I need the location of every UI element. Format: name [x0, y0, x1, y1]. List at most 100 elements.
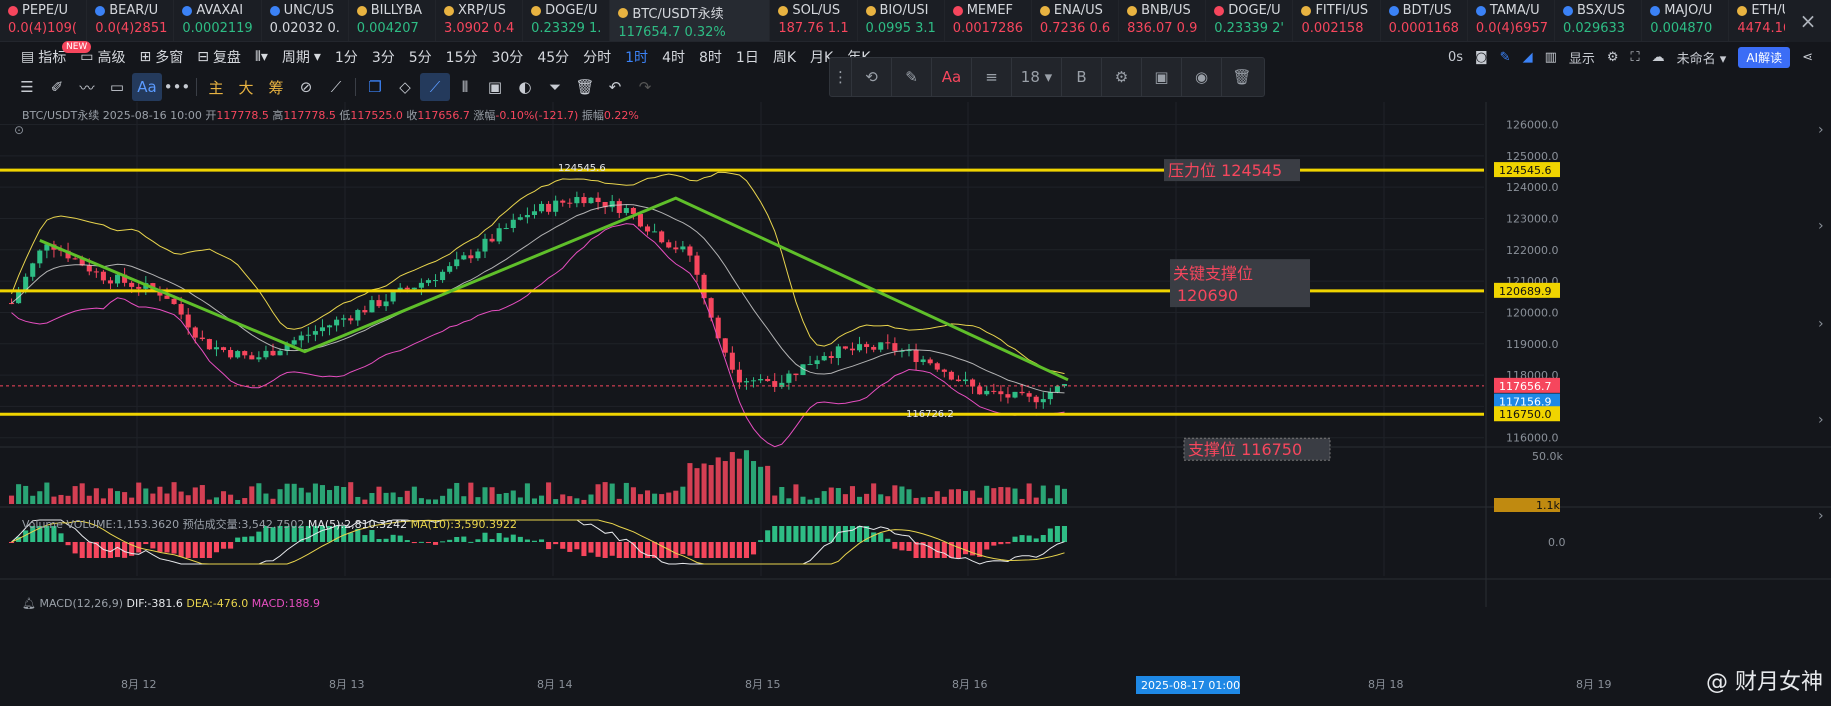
ticker-tab[interactable]: BEAR/U 0.0(4)2851 [87, 0, 175, 41]
ticker-tab[interactable]: DOGE/U 0.23339 2' [1206, 0, 1294, 41]
settings-icon[interactable]: ⚙ [1606, 49, 1619, 65]
layout-icon[interactable]: ▥ [1544, 49, 1557, 65]
menu-icon[interactable]: ☰ [20, 78, 34, 96]
indicators-button[interactable]: ▤ 指标 NEW [14, 41, 92, 72]
ticker-tab[interactable]: MAJO/U 0.004870 [1642, 0, 1730, 41]
scroll-arrow-icon: › [1818, 412, 1824, 428]
chart-type-button[interactable]: ⫴▾ [248, 42, 275, 72]
interval-11[interactable]: 周K [772, 50, 797, 66]
font-size-dropdown[interactable]: 18 ▾ [1012, 58, 1062, 96]
copy-icon[interactable]: ❐ [368, 78, 382, 96]
macd-bar [298, 526, 304, 542]
ticker-tab[interactable]: XRP/US 3.0902 0.4 [436, 0, 524, 41]
interval-7[interactable]: 1时 [618, 42, 655, 72]
price-chart[interactable]: 116000.0117000.0118000.0119000.0120000.0… [0, 102, 1831, 706]
volume-bar [680, 486, 686, 504]
main-force-button[interactable]: 主 [208, 78, 224, 97]
wave-icon[interactable]: 〰 [79, 78, 95, 97]
redo-icon[interactable]: ↷ [638, 78, 652, 96]
interval-10[interactable]: 1日 [735, 50, 759, 66]
more-icon[interactable]: ••• [163, 78, 191, 96]
ticker-tab[interactable]: AVAXAI 0.0002119 [174, 0, 262, 41]
volume-bar [1054, 485, 1060, 504]
template-icon[interactable]: ⟲ [852, 58, 892, 96]
lock-icon[interactable]: ▣ [487, 78, 503, 96]
text-color-icon[interactable]: Aa [932, 58, 972, 96]
period-dropdown[interactable]: 周期 ▾ [275, 42, 328, 72]
macd-bar [341, 526, 347, 542]
ticker-tab[interactable]: DOGE/U 0.23329 1. [523, 0, 611, 41]
ticker-tab[interactable]: BSX/US 0.029633 [1555, 0, 1643, 41]
eraser-icon[interactable]: ◇ [399, 78, 411, 96]
interval-8[interactable]: 4时 [662, 50, 685, 66]
interval-2[interactable]: 5分 [408, 50, 432, 66]
ticker-name: XRP/US [443, 3, 522, 18]
share-icon[interactable]: ⋖ [1802, 49, 1813, 65]
ticker-tab[interactable]: TAMA/U 0.0(4)6957 [1468, 0, 1555, 41]
interval-3[interactable]: 15分 [445, 50, 478, 66]
fullscreen-icon[interactable]: ⛶ [1630, 49, 1640, 65]
ticker-tab[interactable]: FITFI/US 0.002158 [1293, 0, 1381, 41]
interval-5[interactable]: 45分 [537, 50, 570, 66]
ruler-icon[interactable]: ⟋ [330, 78, 342, 96]
interval-6[interactable]: 分时 [583, 50, 612, 66]
coin-icon [1650, 5, 1661, 16]
filter-icon[interactable]: ⏷ [548, 78, 561, 96]
lock-icon[interactable]: ▣ [1142, 58, 1182, 96]
advanced-icon: ▭ [80, 49, 94, 65]
display-button[interactable]: 显示 [1568, 51, 1595, 67]
replay-button[interactable]: ⊟ 复盘 [190, 42, 248, 72]
macd-bar [899, 542, 905, 551]
macd-bar [531, 540, 537, 542]
drag-handle-icon[interactable]: ⋮ [830, 58, 852, 96]
layout-name-dropdown[interactable]: 未命名 ▾ [1676, 51, 1727, 67]
trash-icon[interactable]: 🗑 [1232, 68, 1252, 86]
ticker-tab[interactable]: BNB/US 836.07 0.9 [1119, 0, 1207, 41]
draw-line-icon[interactable]: ⟋ [420, 73, 450, 101]
close-tabs-icon[interactable]: × [1785, 0, 1831, 42]
ticker-tab[interactable]: BTC/USDT永续 117654.7 0.32% [610, 0, 771, 41]
interval-1[interactable]: 3分 [371, 50, 395, 66]
interval-9[interactable]: 8时 [698, 50, 722, 66]
camera-icon[interactable]: ◙ [1475, 49, 1488, 65]
bold-button[interactable]: B [1062, 58, 1102, 96]
edit-icon[interactable]: ✎ [1499, 49, 1511, 65]
settings-icon[interactable]: ⚙ [1102, 58, 1142, 96]
text-icon[interactable]: Aa [132, 73, 162, 101]
chips-button[interactable]: 筹 [268, 78, 284, 97]
ticker-tab[interactable]: PEPE/U 0.0(4)109( [0, 0, 88, 41]
ticker-tab[interactable]: MEMEF 0.0017286 [945, 0, 1032, 41]
advanced-button[interactable]: ▭ 高级 [73, 42, 132, 72]
volume-bar [842, 494, 848, 504]
bell-icon[interactable]: 🔔︎ [22, 597, 36, 610]
ticker-tab[interactable]: UNC/US 0.02032 0. [262, 0, 349, 41]
interval-4[interactable]: 30分 [491, 50, 524, 66]
ticker-price: 0.0002119 [182, 21, 253, 36]
ticker-tab[interactable]: ENA/US 0.7236 0.6 [1032, 0, 1120, 41]
ticker-tab[interactable]: BILLYBA 0.004207 [349, 0, 436, 41]
visibility-icon[interactable]: ◉ [1182, 58, 1222, 96]
edit-icon[interactable]: ✎ [892, 58, 932, 96]
pencil-icon[interactable]: ✐ [50, 78, 64, 96]
undo-icon[interactable]: ↶ [608, 78, 622, 96]
ticker-tab[interactable]: BDT/US 0.0001168 [1381, 0, 1468, 41]
interval-12[interactable]: 月K [810, 50, 834, 66]
calculator-icon[interactable]: ⊘ [299, 78, 313, 96]
fill-icon[interactable]: ≡ [972, 58, 1012, 96]
volume-bar [100, 498, 106, 504]
ai-interpret-button[interactable]: AI解读 [1738, 46, 1791, 68]
indicator-bars-icon[interactable]: ⫴ [461, 78, 469, 96]
trash-icon[interactable]: 🗑 [575, 78, 595, 96]
rect-icon[interactable]: ▭ [109, 78, 125, 96]
big-order-button[interactable]: 大 [238, 78, 254, 97]
magnet-icon[interactable]: ◐ [518, 78, 532, 96]
x-tick-label: 8月 12 [121, 678, 157, 691]
ticker-tab[interactable]: SOL/US 187.76 1.1 [770, 0, 858, 41]
brush-icon[interactable]: ◢ [1522, 49, 1533, 65]
macd-bar [447, 539, 453, 542]
candle-body [1054, 386, 1060, 393]
ticker-tab[interactable]: BIO/USI 0.0995 3.1 [858, 0, 945, 41]
multi-window-button[interactable]: ⊞ 多窗 [132, 42, 190, 72]
candle-body [199, 337, 205, 340]
interval-0[interactable]: 1分 [334, 50, 358, 66]
